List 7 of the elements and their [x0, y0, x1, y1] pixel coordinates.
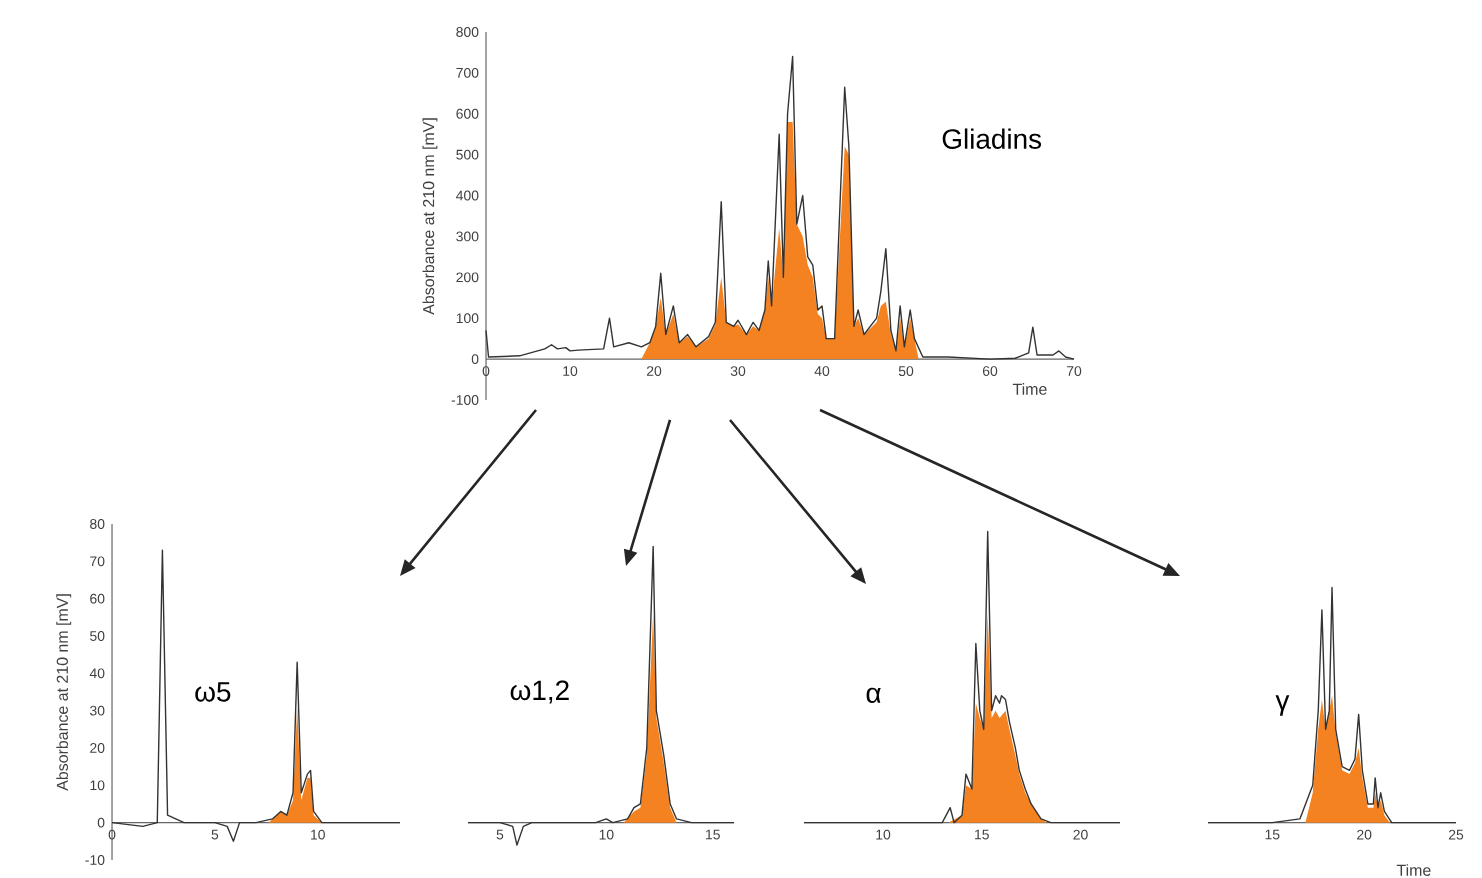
line-series	[111, 549, 401, 842]
text: α	[866, 687, 881, 703]
text: ω5	[195, 682, 231, 702]
text: ω1,2	[510, 680, 569, 704]
text: Gliadins	[942, 128, 1042, 149]
line-series	[485, 55, 1075, 360]
text: γ	[1275, 695, 1290, 716]
